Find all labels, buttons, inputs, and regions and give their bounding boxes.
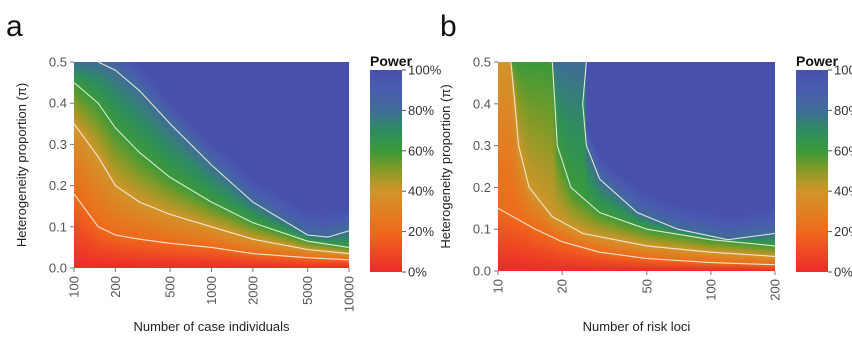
panel-b: b 0.0 0.1 0.2 0.3 0.4 0.5 10 20 50 100 200 Hetero…	[438, 10, 783, 334]
y-tick-label: 0.1	[49, 219, 67, 234]
panel-b-x-axis: 10 20 50 100 200	[491, 271, 783, 301]
contour-line-80	[97, 61, 350, 238]
contour-line-60	[73, 82, 350, 248]
x-tick-label: 200	[108, 276, 123, 298]
legend-tick-label: 40%	[408, 184, 434, 199]
contour-line-60	[551, 61, 776, 247]
y-tick-label: 0.3	[473, 138, 491, 153]
x-tick-label: 500	[163, 276, 178, 298]
y-tick-label: 0.5	[49, 55, 67, 70]
contour-line-40	[510, 61, 776, 257]
panel-a-y-label: Heterogeneity proportion (π)	[14, 83, 29, 247]
legend-b-ticks: 100% 80% 60% 40% 20% 0%	[828, 63, 852, 280]
panel-a-letter: a	[6, 10, 23, 43]
contour-line-40	[73, 123, 350, 255]
contour-line-20	[73, 193, 350, 261]
panel-b-y-axis: 0.0 0.1 0.2 0.3 0.4 0.5	[473, 55, 498, 279]
y-tick-label: 0.3	[49, 137, 67, 152]
x-tick-label: 10000	[342, 276, 357, 312]
legend-b: Power 100% 80% 60% 40% 20% 0%	[796, 53, 852, 280]
panel-b-contours	[497, 61, 776, 266]
panel-a: a 0.0 0.1 0.2 0.3 0.4 0.5 100 200 500 1000 2000 50…	[6, 10, 357, 334]
legend-a-title: Power	[370, 53, 413, 69]
contour-line-80	[582, 61, 776, 241]
legend-tick-label: 80%	[834, 103, 852, 118]
x-tick-label: 200	[768, 279, 783, 301]
y-tick-label: 0.0	[473, 264, 491, 279]
panel-b-y-label: Heterogeneity proportion (π)	[438, 84, 453, 248]
y-tick-label: 0.2	[473, 180, 491, 195]
x-tick-label: 2000	[245, 276, 260, 305]
panel-b-heatmap	[498, 62, 775, 271]
legend-tick-label: 20%	[408, 224, 434, 239]
x-tick-label: 10	[491, 279, 506, 293]
y-tick-label: 0.4	[473, 96, 491, 111]
legend-tick-label: 80%	[408, 103, 434, 118]
y-tick-label: 0.5	[473, 55, 491, 70]
legend-b-title: Power	[796, 53, 839, 69]
panel-a-y-axis: 0.0 0.1 0.2 0.3 0.4 0.5	[49, 55, 74, 276]
legend-tick-label: 20%	[834, 224, 852, 239]
legend-tick-label: 0%	[408, 265, 427, 280]
legend-tick-label: 100%	[408, 63, 442, 78]
y-tick-label: 0.0	[49, 261, 67, 276]
x-tick-label: 20	[555, 279, 570, 293]
panel-a-x-label: Number of case individuals	[133, 319, 290, 334]
legend-tick-label: 40%	[834, 184, 852, 199]
y-tick-label: 0.4	[49, 96, 67, 111]
x-tick-label: 50	[639, 279, 654, 293]
panel-a-x-axis: 100 200 500 1000 2000 5000 10000	[67, 268, 357, 312]
y-tick-label: 0.1	[473, 222, 491, 237]
legend-a-colorbar	[370, 70, 402, 272]
x-tick-label: 100	[67, 276, 82, 298]
legend-a: Power 100% 80% 60% 40% 20% 0%	[370, 53, 442, 280]
contour-line-20	[497, 207, 776, 266]
legend-tick-label: 100%	[834, 63, 852, 78]
panel-b-x-label: Number of risk loci	[583, 319, 691, 334]
x-tick-label: 1000	[204, 276, 219, 305]
legend-tick-label: 60%	[408, 143, 434, 158]
x-tick-label: 100	[703, 279, 718, 301]
legend-tick-label: 0%	[834, 265, 852, 280]
legend-tick-label: 60%	[834, 143, 852, 158]
legend-a-ticks: 100% 80% 60% 40% 20% 0%	[402, 63, 442, 280]
panel-b-letter: b	[440, 10, 457, 43]
legend-b-colorbar	[796, 70, 828, 272]
y-tick-label: 0.2	[49, 178, 67, 193]
x-tick-label: 5000	[300, 276, 315, 305]
panel-a-contours	[73, 61, 350, 261]
